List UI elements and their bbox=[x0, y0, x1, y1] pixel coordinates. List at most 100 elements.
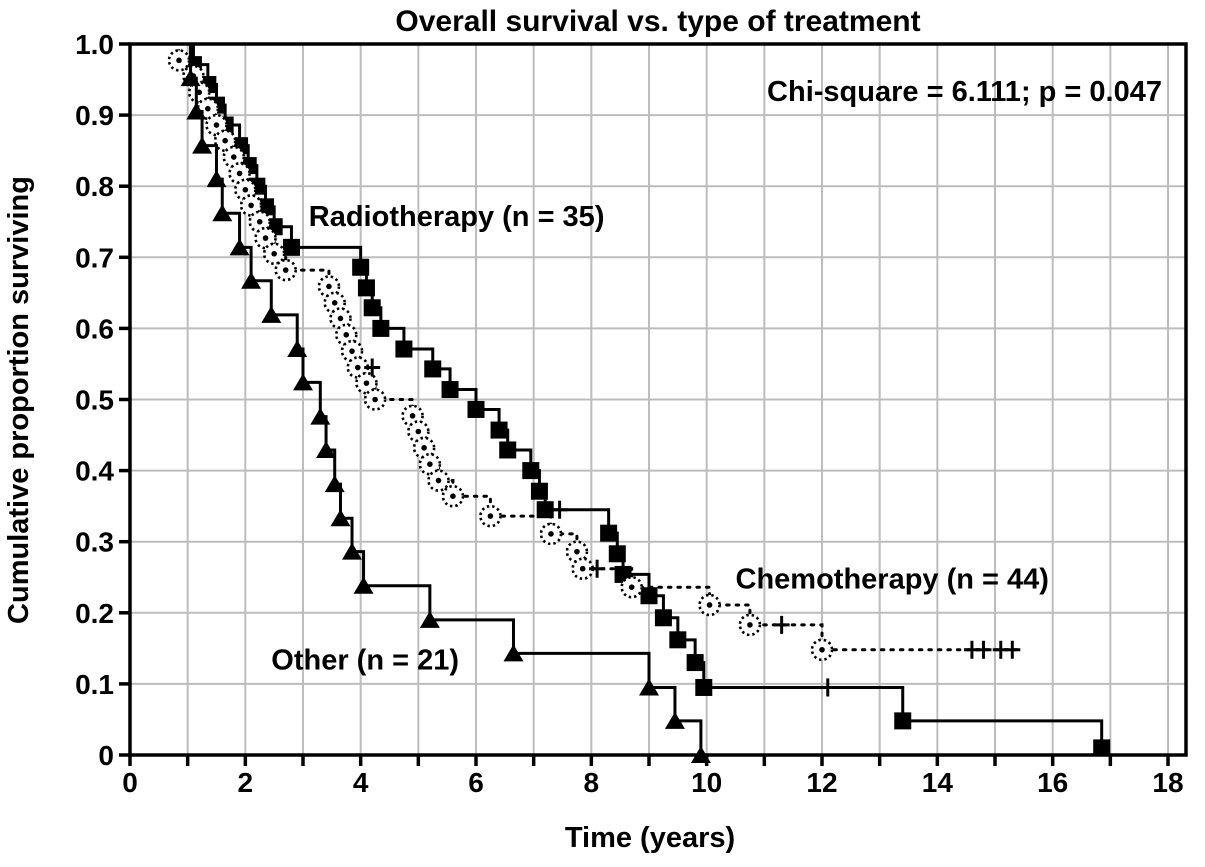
x-tick-label: 4 bbox=[353, 767, 369, 798]
event-marker-circle bbox=[355, 371, 378, 395]
circle-center-dot bbox=[282, 267, 289, 273]
event-marker-square bbox=[357, 279, 375, 297]
event-marker-circle bbox=[213, 129, 237, 152]
event-marker-circle bbox=[539, 522, 563, 546]
censored-marker-plus bbox=[551, 500, 568, 519]
event-marker-circle bbox=[340, 339, 364, 363]
x-tick-label: 2 bbox=[238, 767, 254, 798]
censored-marker-plus bbox=[975, 640, 992, 659]
event-marker-triangle bbox=[419, 610, 440, 628]
event-marker-circle bbox=[317, 275, 341, 298]
circle-center-dot bbox=[548, 531, 554, 537]
event-marker-circle bbox=[412, 436, 436, 460]
circle-center-dot bbox=[349, 348, 355, 354]
km-curve-other bbox=[180, 42, 711, 763]
event-marker-triangle bbox=[316, 440, 337, 458]
y-tick-label: 0.5 bbox=[75, 385, 114, 416]
censored-marker-plus bbox=[773, 615, 790, 634]
x-tick-label: 12 bbox=[806, 767, 837, 798]
y-tick-label: 0.3 bbox=[75, 527, 114, 558]
series-curves bbox=[167, 42, 1111, 763]
x-tick-label: 10 bbox=[691, 767, 722, 798]
circle-center-dot bbox=[326, 283, 332, 290]
event-marker-circle bbox=[565, 540, 589, 563]
event-marker-circle bbox=[323, 291, 347, 315]
event-marker-triangle bbox=[503, 644, 524, 662]
circle-center-dot bbox=[176, 57, 182, 64]
event-marker-triangle bbox=[192, 136, 213, 154]
event-marker-triangle bbox=[664, 711, 685, 729]
censored-marker-plus bbox=[1004, 640, 1021, 659]
event-marker-square bbox=[640, 587, 658, 605]
event-marker-square bbox=[695, 678, 713, 696]
event-marker-square bbox=[490, 421, 508, 439]
circle-center-dot bbox=[343, 331, 350, 338]
event-marker-triangle bbox=[293, 373, 314, 391]
circle-center-dot bbox=[819, 646, 825, 653]
circle-center-dot bbox=[409, 413, 416, 419]
circle-center-dot bbox=[435, 477, 442, 484]
event-marker-circle bbox=[363, 388, 387, 411]
event-marker-square bbox=[363, 299, 381, 317]
series-labels: Radiotherapy (n = 35) Chemotherapy (n = 4… bbox=[271, 201, 1049, 677]
event-marker-square bbox=[467, 400, 485, 418]
event-marker-circle bbox=[334, 323, 358, 347]
event-marker-square bbox=[1093, 739, 1111, 757]
y-tick-label: 0.1 bbox=[75, 669, 114, 700]
event-marker-triangle bbox=[690, 746, 711, 763]
chi-square-annotation: Chi-square = 6.111; p = 0.047 bbox=[767, 76, 1162, 108]
y-tick-label: 0 bbox=[98, 740, 114, 771]
circle-center-dot bbox=[337, 315, 344, 322]
survival-step-line-chemotherapy bbox=[174, 42, 1023, 652]
event-marker-square bbox=[600, 524, 618, 542]
event-marker-square bbox=[282, 238, 300, 256]
event-marker-circle bbox=[620, 575, 644, 599]
censored-marker-plus bbox=[364, 358, 381, 377]
event-marker-triangle bbox=[229, 238, 250, 256]
circle-center-dot bbox=[213, 122, 220, 128]
circle-center-dot bbox=[747, 622, 753, 628]
y-tick-label: 0.9 bbox=[75, 100, 114, 131]
event-marker-square bbox=[522, 462, 540, 480]
event-marker-circle bbox=[262, 242, 286, 266]
event-marker-circle bbox=[441, 484, 465, 508]
circle-center-dot bbox=[236, 170, 243, 177]
event-marker-triangle bbox=[342, 542, 363, 560]
event-marker-triangle bbox=[212, 204, 233, 222]
y-tick-label: 0.4 bbox=[75, 456, 114, 487]
event-marker-triangle bbox=[353, 576, 374, 594]
circle-center-dot bbox=[628, 584, 635, 591]
x-tick-label: 6 bbox=[468, 767, 484, 798]
axis-tick-labels: 0 2 4 6 8 10 12 14 16 18 1.0 0.9 0.8 0.7 0.6 0.5 0.4 0.3 0… bbox=[75, 29, 1184, 798]
circle-center-dot bbox=[231, 154, 237, 160]
series-label-chemotherapy: Chemotherapy (n = 44) bbox=[736, 564, 1049, 596]
event-marker-circle bbox=[222, 145, 246, 169]
y-tick-label: 0.7 bbox=[75, 242, 114, 273]
survival-step-line-other bbox=[181, 42, 703, 755]
x-axis-label: Time (years) bbox=[565, 822, 735, 854]
event-marker-square bbox=[352, 258, 370, 276]
event-marker-circle bbox=[228, 162, 251, 185]
event-marker-circle bbox=[248, 210, 272, 234]
series-label-other: Other (n = 21) bbox=[271, 645, 459, 677]
event-marker-circle bbox=[167, 49, 191, 72]
event-marker-circle bbox=[407, 420, 430, 443]
x-tick-label: 16 bbox=[1037, 767, 1068, 798]
event-marker-triangle bbox=[324, 475, 345, 493]
event-marker-square bbox=[669, 631, 687, 649]
y-axis-label: Cumulative proportion surviving bbox=[3, 176, 35, 624]
circle-center-dot bbox=[579, 565, 586, 572]
x-tick-label: 18 bbox=[1152, 767, 1183, 798]
event-marker-square bbox=[536, 501, 554, 519]
circle-center-dot bbox=[450, 493, 456, 499]
event-marker-square bbox=[608, 545, 626, 563]
y-tick-label: 1.0 bbox=[75, 29, 114, 60]
series-label-radiotherapy: Radiotherapy (n = 35) bbox=[309, 201, 605, 233]
circle-center-dot bbox=[205, 105, 211, 112]
event-marker-circle bbox=[274, 258, 298, 282]
circle-center-dot bbox=[706, 602, 713, 608]
circle-center-dot bbox=[415, 428, 422, 435]
event-marker-circle bbox=[401, 404, 424, 428]
event-marker-circle bbox=[427, 469, 450, 492]
